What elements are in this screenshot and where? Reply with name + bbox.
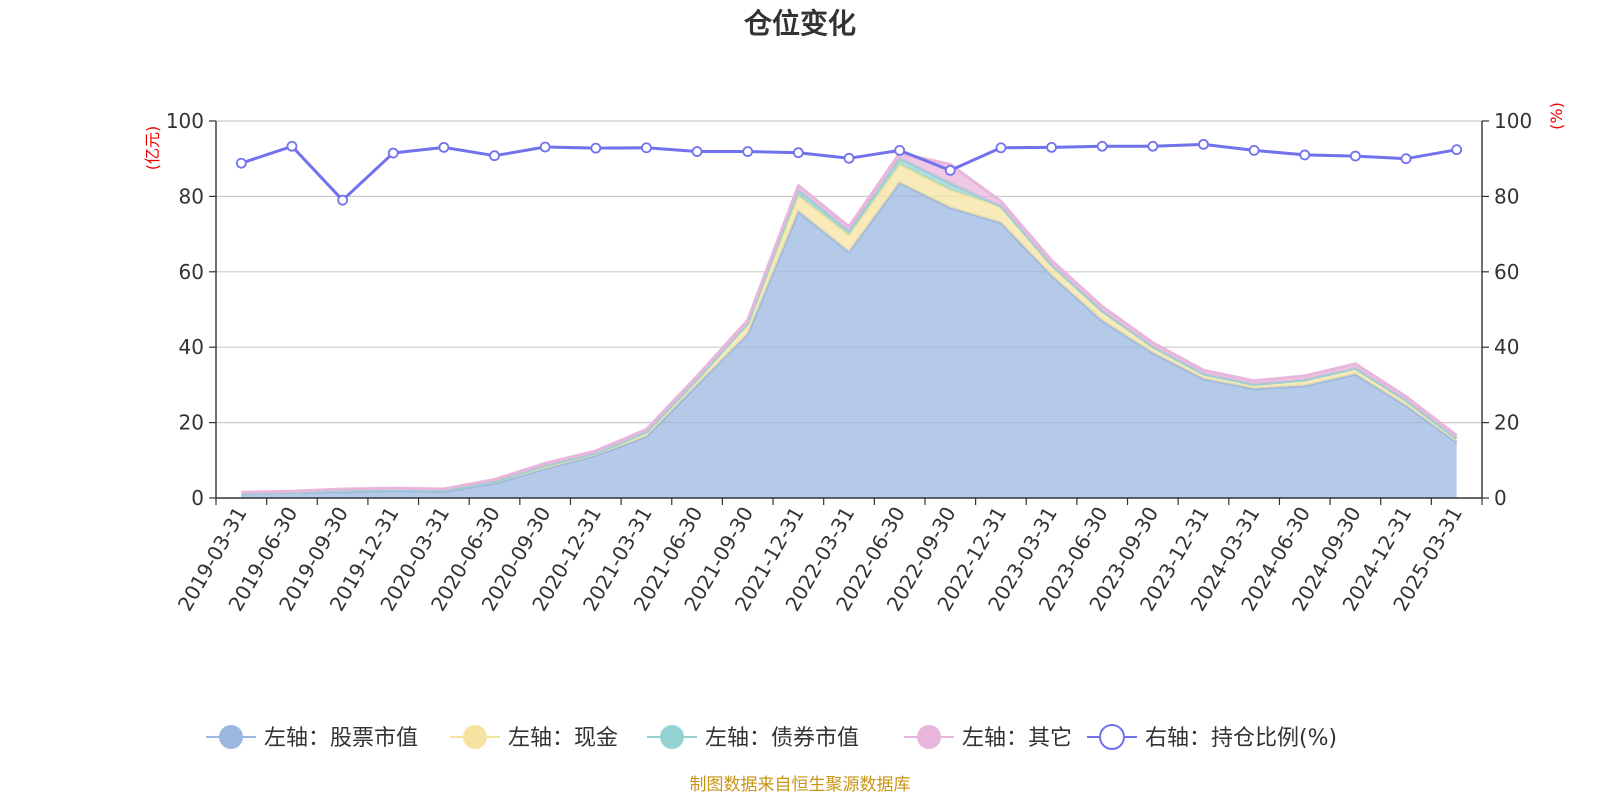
legend-marker xyxy=(917,725,941,749)
ratio-point xyxy=(1299,149,1311,161)
ratio-point xyxy=(995,142,1007,154)
ratio-point xyxy=(1198,138,1209,150)
legend-label: 左轴：其它 xyxy=(962,726,1072,751)
left-axis-tick-label: 40 xyxy=(179,335,204,359)
ratio-point xyxy=(742,146,754,157)
ratio-point xyxy=(1400,153,1412,165)
left-axis-tick-label: 80 xyxy=(179,184,204,208)
ratio-point xyxy=(641,142,652,154)
legend-marker xyxy=(660,725,684,749)
ratio-point xyxy=(286,140,298,152)
ratio-point xyxy=(1451,144,1463,156)
ratio-point xyxy=(590,142,602,154)
ratio-point xyxy=(1046,141,1057,153)
ratio-point xyxy=(1248,145,1260,156)
left-axis-tick-label: 20 xyxy=(179,411,204,435)
right-axis-tick-label: 60 xyxy=(1494,260,1519,284)
ratio-point xyxy=(235,157,247,169)
ratio-point xyxy=(539,141,551,153)
ratio-point xyxy=(792,147,804,159)
ratio-point xyxy=(438,141,450,153)
ratio-point xyxy=(691,146,703,157)
right-axis-tick-label: 0 xyxy=(1494,486,1507,510)
legend-label: 左轴：股票市值 xyxy=(264,726,418,751)
area-左轴：股票市值 xyxy=(241,182,1457,499)
ratio-point xyxy=(1147,140,1159,152)
left-axis-unit: (亿元) xyxy=(143,126,162,171)
chart-title: 仓位变化 xyxy=(744,7,856,40)
left-axis-tick-label: 0 xyxy=(191,486,204,510)
ratio-point xyxy=(337,194,349,206)
ratio-point xyxy=(1350,150,1361,162)
ratio-point xyxy=(944,164,956,176)
legend-label: 右轴：持仓比例(%) xyxy=(1145,726,1337,751)
legend-marker xyxy=(463,725,487,749)
right-axis-tick-label: 20 xyxy=(1494,411,1519,435)
ratio-point xyxy=(894,145,906,156)
ratio-point xyxy=(843,152,855,164)
ratio-point xyxy=(387,147,399,159)
stacked-areas xyxy=(241,151,1458,499)
legend: 左轴：股票市值 左轴：现金 左轴：债券市值 左轴：其它 右轴：持仓比例(%) xyxy=(206,724,1337,751)
left-axis-tick-label: 100 xyxy=(166,109,204,133)
legend-label: 左轴：现金 xyxy=(508,726,618,751)
ratio-line xyxy=(240,142,1457,202)
data-source-note: 制图数据来自恒生聚源数据库 xyxy=(690,775,911,795)
legend-label: 左轴：债券市值 xyxy=(705,726,859,751)
area-line-左轴：其它 xyxy=(241,151,1458,494)
right-axis-unit: (%) xyxy=(1547,102,1566,130)
ratio-line-series xyxy=(235,138,1463,206)
left-axis-tick-label: 60 xyxy=(179,260,204,284)
ratio-point xyxy=(489,150,500,162)
ratio-point xyxy=(1096,140,1108,152)
right-axis-tick-label: 80 xyxy=(1494,184,1519,208)
right-axis-tick-label: 100 xyxy=(1494,109,1532,133)
legend-marker xyxy=(1099,724,1125,750)
right-axis-tick-label: 40 xyxy=(1494,335,1519,359)
legend-marker xyxy=(219,725,243,749)
